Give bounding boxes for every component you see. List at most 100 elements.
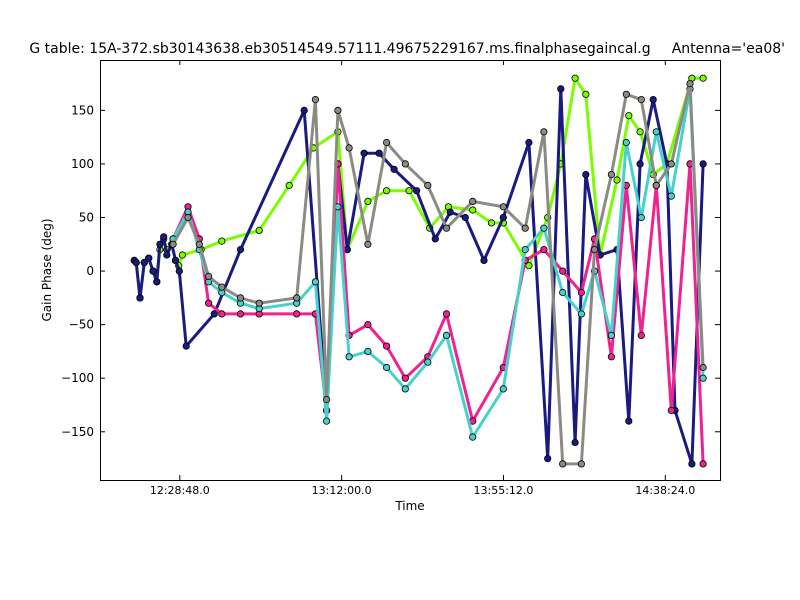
data-point: [311, 96, 319, 104]
x-tick-label: 12:28:48.0: [150, 484, 210, 497]
data-point: [637, 213, 645, 222]
data-point: [699, 160, 707, 168]
data-point: [218, 283, 226, 291]
data-point: [637, 96, 645, 104]
data-point: [521, 246, 529, 254]
data-point: [625, 112, 633, 120]
data-point: [375, 149, 383, 157]
data-point: [442, 310, 451, 318]
x-tick-label: 13:55:12.0: [474, 484, 534, 497]
series-4: [169, 80, 707, 468]
y-tick-label: 50: [79, 211, 94, 225]
data-point: [382, 363, 391, 372]
data-point: [311, 278, 319, 286]
data-point: [571, 438, 579, 447]
data-point: [637, 331, 645, 339]
y-tick-label: −150: [61, 425, 94, 439]
data-point: [364, 347, 372, 355]
data-point: [544, 454, 552, 463]
data-point: [431, 235, 439, 243]
data-point: [322, 395, 331, 404]
x-axis: 12:28:48.0 13:12:00.0 13:55:12.0 14:38:24.0: [150, 60, 695, 497]
data-point: [140, 258, 148, 267]
data-point: [293, 310, 301, 318]
data-point: [699, 363, 707, 372]
data-point: [577, 288, 586, 297]
data-point: [582, 90, 590, 98]
data-point: [149, 267, 157, 275]
data-point: [218, 310, 226, 318]
data-point: [171, 256, 180, 264]
data-point: [622, 138, 630, 147]
data-point: [334, 106, 342, 115]
series-2: [169, 160, 707, 468]
x-tick-label: 14:38:24.0: [635, 484, 695, 497]
data-point: [364, 240, 372, 248]
data-point: [364, 320, 372, 329]
data-point: [382, 342, 391, 350]
data-point: [364, 197, 372, 205]
data-point: [285, 181, 293, 189]
data-point: [401, 385, 409, 393]
data-point: [521, 224, 529, 232]
data-point: [182, 342, 190, 350]
data-point: [401, 160, 409, 168]
data-point: [442, 224, 451, 232]
data-point: [293, 294, 301, 302]
plot-frame: [100, 60, 721, 481]
y-tick-label: 150: [71, 103, 94, 117]
data-point: [382, 187, 391, 195]
data-point: [625, 417, 633, 425]
x-axis-label: Time: [394, 499, 424, 513]
data-point: [582, 171, 590, 179]
data-point: [559, 288, 567, 297]
data-point: [607, 171, 616, 179]
data-point: [236, 310, 245, 318]
data-point: [540, 224, 548, 232]
data-point: [699, 374, 707, 382]
data-point: [169, 240, 177, 248]
data-point: [607, 331, 616, 339]
data-point: [153, 278, 161, 286]
data-point: [255, 226, 263, 234]
y-tick-label: 100: [71, 157, 94, 171]
data-point: [195, 240, 203, 248]
data-point: [636, 160, 644, 168]
data-point: [559, 267, 567, 275]
data-point: [156, 240, 164, 248]
data-point: [499, 203, 507, 211]
data-point: [461, 213, 469, 222]
data-point: [390, 165, 398, 173]
data-point: [688, 460, 696, 468]
data-point: [499, 385, 507, 393]
y-axis-label: Gain Phase (deg): [40, 218, 54, 321]
data-point: [424, 358, 432, 366]
data-point: [667, 406, 675, 414]
data-point: [622, 90, 630, 98]
data-point: [184, 213, 192, 222]
data-point: [360, 149, 368, 157]
data-point: [557, 85, 565, 93]
data-point: [424, 181, 432, 189]
data-point: [163, 251, 171, 259]
data-point: [487, 219, 496, 227]
data-point: [577, 310, 586, 318]
data-point: [446, 208, 454, 216]
data-point: [480, 256, 488, 264]
data-point: [652, 128, 660, 136]
data-point: [469, 206, 477, 214]
data-point: [236, 294, 245, 302]
data-point: [699, 74, 707, 82]
data-point: [571, 74, 579, 82]
data-point: [525, 262, 533, 270]
data-point: [590, 246, 599, 254]
data-point: [205, 272, 213, 280]
data-point: [613, 176, 621, 184]
x-tick-label: 13:12:00.0: [312, 484, 372, 497]
data-point: [540, 128, 548, 136]
data-point: [469, 433, 477, 441]
data-point: [132, 258, 140, 267]
data-point: [300, 106, 308, 115]
data-point: [540, 246, 548, 254]
data-point: [469, 197, 477, 205]
